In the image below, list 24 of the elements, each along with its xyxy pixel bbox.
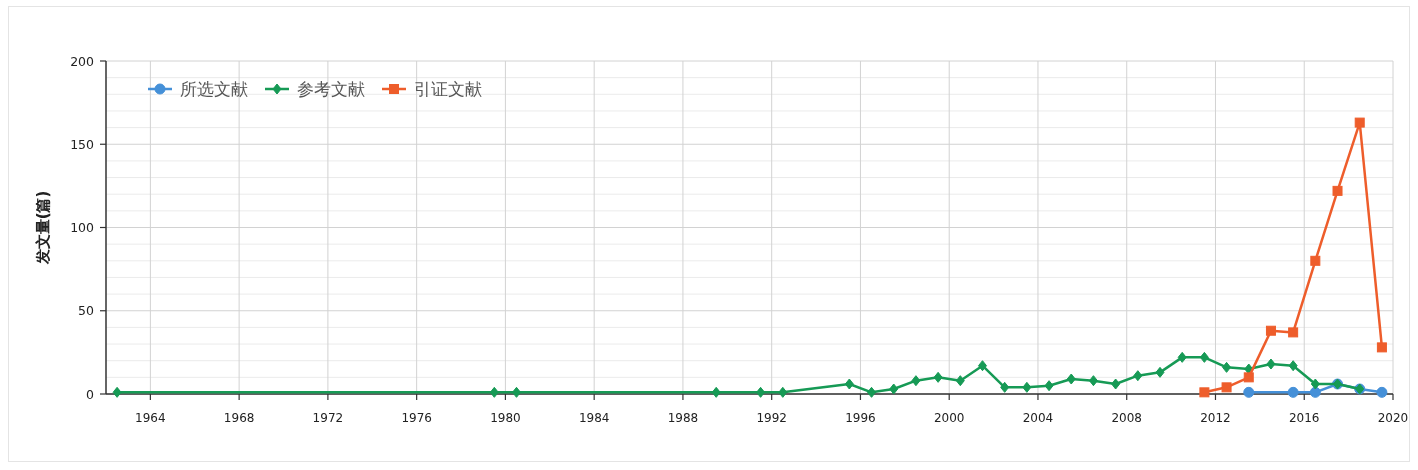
x-tick-label: 1996 (845, 411, 876, 425)
x-tick-label: 1980 (490, 411, 521, 425)
x-tick-label: 1984 (578, 411, 610, 425)
x-tick-label: 2016 (1288, 411, 1320, 425)
x-tick-label: 1972 (312, 411, 344, 425)
x-tick-label: 1976 (401, 411, 432, 425)
legend-label: 参考文献 (297, 79, 365, 99)
legend-label: 所选文献 (180, 79, 248, 99)
y-axis-title: 发文量(篇) (34, 190, 52, 266)
x-tick-label: 1992 (756, 411, 787, 425)
x-tick-label: 2000 (933, 411, 965, 425)
x-tick-label: 2012 (1200, 411, 1231, 425)
legend-label: 引证文献 (414, 79, 482, 99)
x-tick-label: 1964 (135, 411, 166, 425)
x-tick-label: 1988 (667, 411, 699, 425)
y-tick-label: 200 (70, 53, 95, 69)
x-tick-label: 2008 (1111, 411, 1142, 425)
y-tick-label: 0 (86, 386, 95, 402)
y-tick-label: 150 (70, 136, 95, 152)
x-tick-label: 2020 (1377, 411, 1409, 425)
x-tick-label: 2004 (1022, 411, 1054, 425)
y-tick-label: 50 (78, 303, 95, 319)
y-tick-label: 100 (70, 220, 95, 235)
x-tick-label: 1968 (223, 411, 255, 425)
